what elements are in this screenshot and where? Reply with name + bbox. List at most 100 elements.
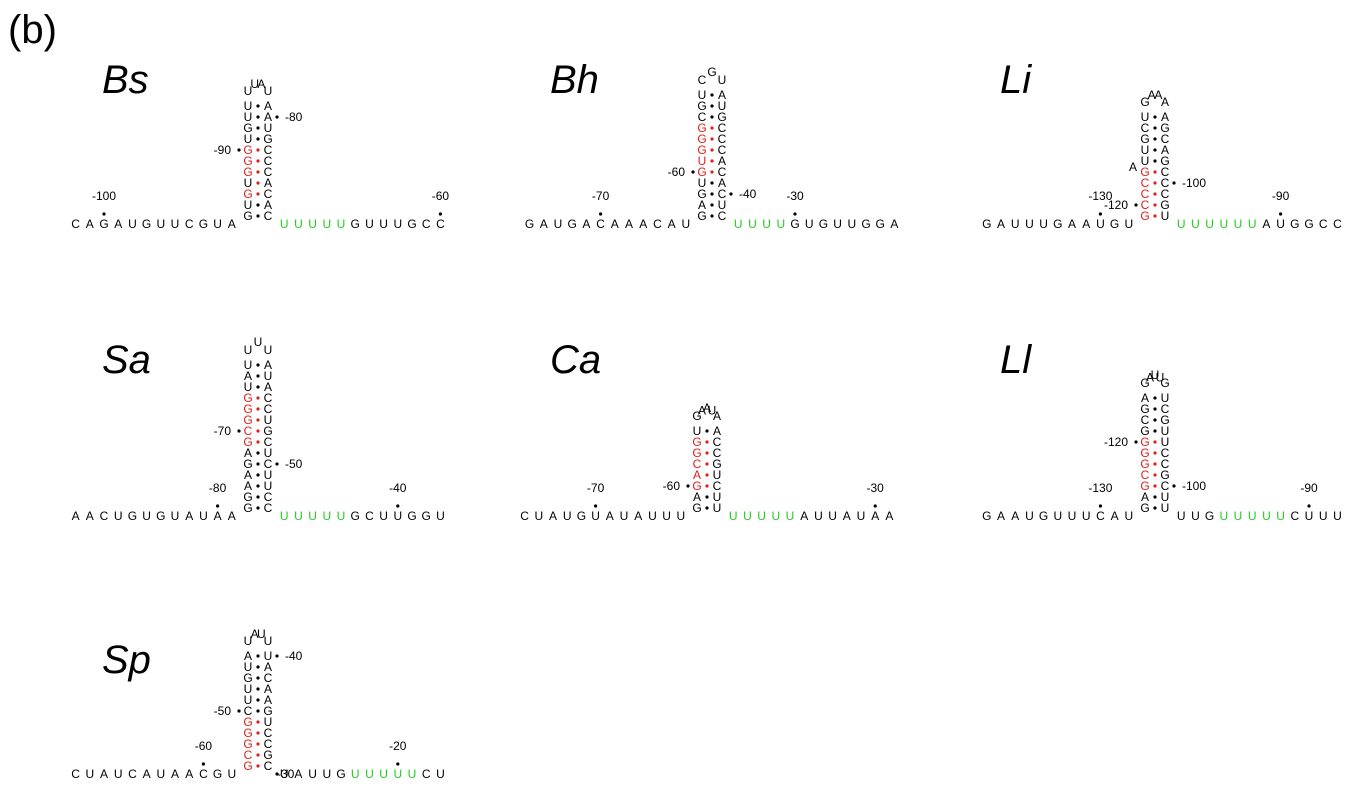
nt-5prime: U — [171, 217, 180, 231]
position-label: -60 — [432, 189, 450, 203]
loop-nt: U — [718, 73, 727, 87]
species-label-li: Li — [1000, 58, 1032, 102]
nt-5prime: C — [1096, 509, 1105, 523]
stem-nt-left: G — [697, 165, 706, 179]
pair-dot — [1153, 159, 1157, 163]
nt-3prime: C — [1319, 217, 1328, 231]
stem-nt-right: A — [264, 198, 272, 212]
stem-nt-right: C — [264, 759, 273, 773]
loop-nt: G — [1160, 376, 1169, 390]
pair-dot — [256, 159, 260, 163]
nt-3prime: U — [1248, 509, 1257, 523]
nt-5prime: A — [1068, 217, 1076, 231]
pair-dot — [705, 451, 709, 455]
pair-dot — [705, 484, 709, 488]
pair-dot — [705, 506, 709, 510]
loop-nt: G — [1140, 95, 1149, 109]
position-dot — [1172, 181, 1176, 185]
stem-nt-right: U — [1161, 209, 1170, 223]
position-label: -90 — [214, 143, 232, 157]
stem-nt-right: G — [712, 457, 721, 471]
nt-3prime: U — [379, 217, 388, 231]
stem-nt-left: G — [697, 187, 706, 201]
stem-nt-left: G — [1140, 479, 1149, 493]
stem-nt-left: U — [244, 358, 253, 372]
nt-5prime: U — [1068, 509, 1077, 523]
pair-dot — [705, 429, 709, 433]
pair-dot — [256, 654, 260, 658]
stem-nt-right: C — [264, 187, 273, 201]
nt-3prime: A — [843, 509, 851, 523]
nt-3prime: A — [890, 217, 898, 231]
nt-5prime: A — [611, 217, 619, 231]
position-label: -90 — [1272, 189, 1290, 203]
position-dot — [201, 762, 205, 766]
pair-dot — [1153, 462, 1157, 466]
nt-5prime: G — [568, 217, 577, 231]
nt-3prime: U — [294, 509, 303, 523]
nt-5prime: A — [185, 767, 193, 781]
stem-nt-left: G — [692, 479, 701, 493]
stem-nt-right: G — [1160, 413, 1169, 427]
nt-3prime: U — [814, 509, 823, 523]
position-label: -100 — [92, 189, 116, 203]
nt-5prime: C — [100, 509, 109, 523]
nt-3prime: C — [422, 767, 431, 781]
stem-nt-left: G — [692, 446, 701, 460]
pair-dot — [256, 506, 260, 510]
loop-nt: U — [264, 634, 273, 648]
nt-5prime: U — [676, 509, 685, 523]
pair-dot — [1153, 170, 1157, 174]
pair-dot — [256, 687, 260, 691]
stem-nt-right: C — [264, 501, 273, 515]
loop-nt: A — [1154, 88, 1162, 102]
stem-nt-left: G — [1140, 402, 1149, 416]
stem-nt-left: U — [244, 682, 253, 696]
stem-nt-left: A — [244, 479, 252, 493]
pair-dot — [705, 473, 709, 477]
nt-3prime: U — [337, 509, 346, 523]
stem-nt-right: C — [264, 726, 273, 740]
stem-nt-left: U — [244, 660, 253, 674]
stem-nt-left: G — [243, 121, 252, 135]
stem-nt-left: G — [243, 671, 252, 685]
stem-nt-right: U — [713, 490, 722, 504]
pair-dot — [256, 698, 260, 702]
position-label: -130 — [1088, 481, 1112, 495]
stem-nt-left: U — [244, 380, 253, 394]
nt-5prime: U — [662, 509, 671, 523]
species-label-ll: Ll — [1000, 338, 1032, 382]
pair-dot — [256, 385, 260, 389]
nt-3prime: G — [1304, 217, 1313, 231]
stem-nt-left: U — [244, 176, 253, 190]
stem-nt-right: C — [264, 402, 273, 416]
nt-3prime: G — [351, 509, 360, 523]
stem-nt-left: C — [244, 704, 253, 718]
position-label: -30 — [867, 481, 885, 495]
nt-5prime: U — [156, 217, 165, 231]
stem-nt-left: G — [243, 726, 252, 740]
position-dot — [873, 504, 877, 508]
stem-nt-left: G — [697, 99, 706, 113]
loop-nt: U — [708, 403, 717, 417]
loop-nt: U — [264, 84, 273, 98]
stem-nt-right: U — [718, 198, 727, 212]
pair-dot — [710, 181, 714, 185]
nt-5prime: C — [596, 217, 605, 231]
pair-dot — [710, 192, 714, 196]
stem-nt-left: C — [693, 457, 702, 471]
pair-dot — [1153, 148, 1157, 152]
stem-nt-right: G — [1160, 154, 1169, 168]
nt-3prime: U — [1248, 217, 1257, 231]
nt-5prime: U — [1011, 217, 1020, 231]
loop-nt: U — [264, 343, 273, 357]
nt-5prime: G — [982, 217, 991, 231]
nt-3prime: U — [1191, 509, 1200, 523]
stem-nt-right: A — [718, 88, 726, 102]
stem-nt-right: U — [1161, 490, 1170, 504]
stem-nt-right: A — [1161, 110, 1169, 124]
loop-nt: A — [251, 627, 259, 641]
nt-3prime: U — [847, 217, 856, 231]
nt-5prime: A — [114, 217, 122, 231]
pair-dot — [256, 451, 260, 455]
